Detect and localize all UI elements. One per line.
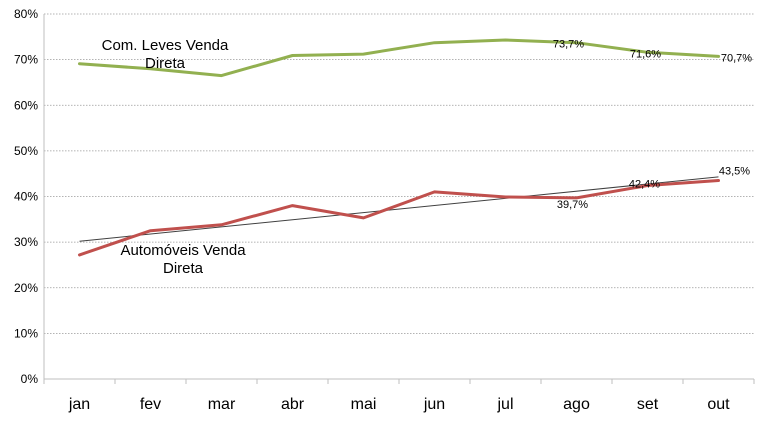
x-tick-label: out (707, 396, 730, 413)
x-tick-label: mar (208, 396, 236, 413)
data-label: 70,7% (721, 52, 752, 64)
data-label: 73,7% (553, 39, 584, 51)
series-name-line: Com. Leves Venda (102, 37, 229, 54)
y-tick-label: 20% (14, 281, 38, 295)
x-tick-label: jun (423, 396, 445, 413)
y-tick-label: 40% (14, 190, 38, 204)
x-tick-label: jul (496, 396, 513, 413)
x-tick-label: fev (140, 396, 161, 413)
series-lines (78, 38, 720, 257)
y-tick-label: 60% (14, 98, 38, 112)
series-name-line: Direta (145, 55, 186, 72)
trendline-2 (79, 176, 719, 242)
data-label: 39,7% (557, 199, 588, 211)
y-tick-label: 50% (14, 144, 38, 158)
x-tick-label: jan (68, 396, 90, 413)
series-name-line: Direta (163, 260, 204, 277)
series-line-2 (78, 179, 720, 257)
series-name-label: Com. Leves Venda Direta (102, 37, 229, 72)
x-tick-label: ago (563, 396, 590, 413)
x-tick-label: mai (351, 396, 377, 413)
data-label: 43,5% (719, 166, 750, 178)
data-label: 42,4% (629, 179, 660, 191)
axes (43, 14, 755, 384)
x-tick-label: set (637, 396, 659, 413)
y-tick-label: 0% (21, 372, 39, 386)
x-tick-label: abr (281, 396, 305, 413)
series-line-1 (78, 38, 720, 78)
series-name-line: Automóveis Venda (120, 242, 246, 259)
x-axis-tick-labels: jan fev mar abr mai jun jul ago set out (68, 396, 730, 413)
y-tick-label: 10% (14, 326, 38, 340)
data-label: 71,6% (630, 48, 661, 60)
gridlines (44, 13, 754, 334)
y-axis-tick-labels: 0% 10% 20% 30% 40% 50% 60% 70% 80% (14, 7, 38, 386)
y-tick-label: 70% (14, 53, 38, 67)
data-labels: 73,7% 71,6% 70,7% 39,7% 42,4% 43,5% (553, 39, 752, 211)
y-tick-label: 30% (14, 235, 38, 249)
series-name-label: Automóveis Venda Direta (120, 242, 246, 277)
y-tick-label: 80% (14, 7, 38, 21)
